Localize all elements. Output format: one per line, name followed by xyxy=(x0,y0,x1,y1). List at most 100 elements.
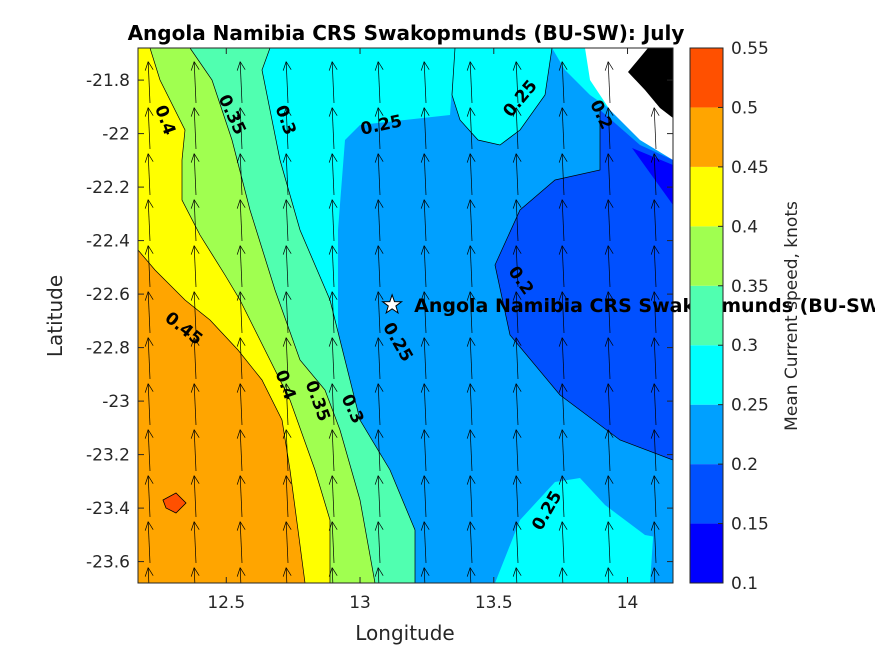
vector-arrow xyxy=(466,567,476,583)
vector-arrow xyxy=(558,291,568,334)
vector-arrow xyxy=(374,337,384,380)
vector-arrow xyxy=(236,199,246,242)
colorbar-segment xyxy=(690,226,723,286)
vector-arrow xyxy=(512,61,522,104)
colorbar-tick-label: 0.25 xyxy=(731,396,769,416)
vector-arrow xyxy=(512,475,522,518)
vector-arrow xyxy=(144,245,154,288)
vector-arrow xyxy=(466,107,476,150)
vector-arrow xyxy=(144,521,154,564)
vector-arrow xyxy=(650,107,660,150)
vector-arrow xyxy=(604,245,614,288)
vector-arrow xyxy=(190,153,200,196)
colorbar-segment xyxy=(690,48,723,108)
vector-arrow xyxy=(604,61,614,104)
vector-arrow xyxy=(282,337,292,380)
vector-arrow xyxy=(236,337,246,380)
vector-arrow xyxy=(650,337,660,380)
vector-arrow xyxy=(144,429,154,472)
vector-arrow xyxy=(144,291,154,334)
vector-arrow xyxy=(144,199,154,242)
band-0.25-0.30-cyan-north xyxy=(452,48,552,145)
vector-arrow xyxy=(604,199,614,242)
band-0.15-0.20 xyxy=(495,110,673,460)
x-tick-label: 14 xyxy=(617,593,639,613)
colorbar-segment xyxy=(690,523,723,583)
vector-arrow xyxy=(236,245,246,288)
vector-arrow xyxy=(190,291,200,334)
colorbar-ticks: 0.1 0.15 0.2 0.25 0.3 0.35 0.4 0.45 0.5 0.55 xyxy=(718,39,769,594)
vector-arrow xyxy=(650,61,660,104)
coastline-land xyxy=(628,48,673,118)
vector-arrow xyxy=(282,383,292,426)
vector-arrow xyxy=(558,521,568,564)
station-label: Angola Namibia CRS Swakopmunds (BU-SW) xyxy=(414,295,875,317)
colorbar-tick-label: 0.2 xyxy=(731,455,758,475)
vector-arrow xyxy=(374,429,384,472)
vector-arrow xyxy=(374,61,384,104)
band-0.50-0.55 xyxy=(162,492,187,514)
vector-arrow xyxy=(420,199,430,242)
vector-arrow xyxy=(236,429,246,472)
colorbar-tick-label: 0.45 xyxy=(731,158,769,178)
vector-arrow xyxy=(328,153,338,196)
vector-arrow xyxy=(558,245,568,288)
vector-arrow xyxy=(604,153,614,196)
x-axis: 12.5 13 13.5 14 xyxy=(207,48,638,613)
vector-arrow xyxy=(190,567,200,583)
vector-arrow xyxy=(650,475,660,518)
vector-arrow xyxy=(650,291,660,334)
vector-arrow xyxy=(604,429,614,472)
vector-arrow xyxy=(604,107,614,150)
vector-arrow xyxy=(512,337,522,380)
vector-arrow xyxy=(328,521,338,564)
vector-arrow xyxy=(236,475,246,518)
colorbar-segment xyxy=(690,285,723,346)
y-tick-label: -23 xyxy=(102,392,130,412)
vector-arrow xyxy=(512,245,522,288)
vector-arrow xyxy=(236,107,246,150)
vector-arrow xyxy=(236,153,246,196)
vector-arrow xyxy=(420,567,430,583)
vector-arrow xyxy=(558,199,568,242)
vector-arrow xyxy=(328,199,338,242)
vector-arrow xyxy=(420,337,430,380)
vector-arrow xyxy=(512,429,522,472)
vector-arrow xyxy=(328,475,338,518)
vector-arrow xyxy=(144,107,154,150)
colorbar-frame xyxy=(689,47,724,584)
vector-arrow xyxy=(236,521,246,564)
colorbar-segment xyxy=(690,404,723,465)
vector-arrow xyxy=(190,429,200,472)
vector-arrow xyxy=(190,199,200,242)
y-tick-label: -22 xyxy=(102,125,130,145)
vector-arrow xyxy=(420,245,430,288)
vector-arrow xyxy=(466,153,476,196)
vector-arrow xyxy=(604,521,614,564)
vector-arrow xyxy=(558,107,568,150)
vector-arrow xyxy=(650,567,660,583)
vector-arrow xyxy=(420,291,430,334)
vector-arrow xyxy=(466,245,476,288)
vector-arrow xyxy=(604,337,614,380)
vector-arrow xyxy=(282,521,292,564)
vector-arrow xyxy=(374,521,384,564)
vector-arrow xyxy=(374,475,384,518)
vector-arrow xyxy=(374,383,384,426)
vector-arrow xyxy=(420,153,430,196)
vector-arrow xyxy=(190,475,200,518)
y-tick-label: -23.6 xyxy=(86,553,130,573)
vector-arrow xyxy=(236,383,246,426)
x-tick-label: 12.5 xyxy=(207,593,245,613)
y-tick-label: -22.2 xyxy=(86,178,130,198)
colorbar-segment xyxy=(690,345,723,405)
vector-arrow xyxy=(328,291,338,334)
y-tick-label: -21.8 xyxy=(86,71,130,91)
vector-arrow xyxy=(558,567,568,583)
vector-arrow xyxy=(558,475,568,518)
vector-arrow xyxy=(650,153,660,196)
vector-arrow xyxy=(374,245,384,288)
vector-arrow xyxy=(190,245,200,288)
vector-arrow xyxy=(282,429,292,472)
vector-arrow xyxy=(190,107,200,150)
